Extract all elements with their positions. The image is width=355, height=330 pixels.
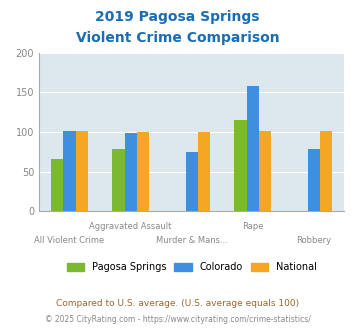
Text: 2019 Pagosa Springs: 2019 Pagosa Springs bbox=[95, 10, 260, 24]
Text: All Violent Crime: All Violent Crime bbox=[34, 236, 105, 245]
Bar bbox=[198, 132, 210, 211]
Text: Rape: Rape bbox=[242, 222, 263, 231]
Bar bbox=[64, 131, 76, 211]
Bar bbox=[112, 148, 125, 211]
Bar bbox=[76, 131, 88, 211]
Text: © 2025 CityRating.com - https://www.cityrating.com/crime-statistics/: © 2025 CityRating.com - https://www.city… bbox=[45, 315, 310, 324]
Bar bbox=[186, 152, 198, 211]
Bar bbox=[137, 132, 149, 211]
Bar bbox=[308, 149, 320, 211]
Bar bbox=[51, 159, 64, 211]
Bar bbox=[247, 86, 259, 211]
Bar bbox=[320, 131, 332, 211]
Text: Compared to U.S. average. (U.S. average equals 100): Compared to U.S. average. (U.S. average … bbox=[56, 299, 299, 308]
Legend: Pagosa Springs, Colorado, National: Pagosa Springs, Colorado, National bbox=[63, 258, 321, 276]
Text: Aggravated Assault: Aggravated Assault bbox=[89, 222, 172, 231]
Text: Murder & Mans...: Murder & Mans... bbox=[156, 236, 228, 245]
Bar bbox=[125, 133, 137, 211]
Text: Violent Crime Comparison: Violent Crime Comparison bbox=[76, 31, 279, 45]
Text: Robbery: Robbery bbox=[296, 236, 331, 245]
Bar bbox=[234, 120, 247, 211]
Bar bbox=[259, 131, 271, 211]
